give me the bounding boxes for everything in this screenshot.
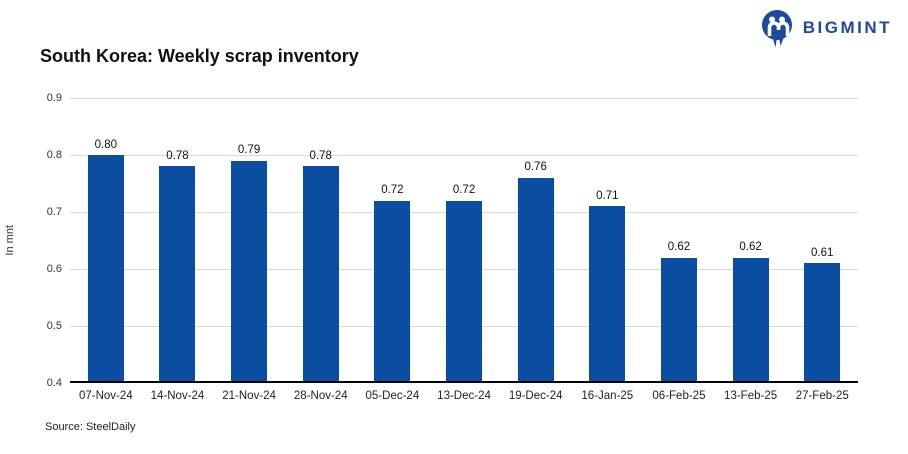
y-tick-label: 0.8 bbox=[46, 149, 62, 161]
y-axis-ticks: 0.9 0.8 0.7 0.6 0.5 0.4 bbox=[0, 92, 62, 389]
y-tick-label: 0.9 bbox=[46, 92, 62, 104]
bigmint-logo: BIGMINT bbox=[760, 8, 892, 48]
x-tick-label: 28-Nov-24 bbox=[293, 390, 348, 402]
x-axis-ticks: 07-Nov-24 14-Nov-24 21-Nov-24 28-Nov-24 05-D… bbox=[70, 390, 858, 402]
x-tick-label: 16-Jan-25 bbox=[581, 390, 634, 402]
bar bbox=[159, 166, 196, 383]
bar-value-label: 0.62 bbox=[667, 241, 691, 254]
bar-slot: 0.61 bbox=[786, 98, 858, 383]
bar bbox=[446, 200, 483, 383]
bar-slot: 0.62 bbox=[643, 98, 715, 383]
bigmint-logo-icon bbox=[761, 10, 792, 48]
bar bbox=[732, 257, 769, 383]
bar-slot: 0.71 bbox=[571, 98, 643, 383]
bar-value-label: 0.61 bbox=[811, 246, 834, 259]
bar-value-label: 0.72 bbox=[452, 184, 476, 197]
x-axis-line bbox=[70, 381, 858, 383]
bar-value-label: 0.62 bbox=[739, 241, 762, 254]
chart-title: South Korea: Weekly scrap inventory bbox=[40, 46, 359, 66]
bar-value-label: 0.80 bbox=[94, 138, 118, 151]
bar-slot: 0.78 bbox=[285, 98, 357, 383]
x-tick-label: 27-Feb-25 bbox=[795, 390, 849, 402]
x-tick-label: 05-Dec-24 bbox=[365, 390, 420, 402]
bar bbox=[87, 155, 124, 383]
bar-value-label: 0.72 bbox=[381, 184, 404, 197]
y-tick-label: 0.7 bbox=[46, 206, 62, 218]
bar bbox=[231, 160, 268, 383]
bar-value-label: 0.78 bbox=[166, 149, 189, 162]
bar bbox=[374, 200, 411, 383]
gridline bbox=[70, 98, 858, 99]
bar-slot: 0.76 bbox=[500, 98, 572, 383]
plot-area: 0.80 0.78 0.79 0.78 0.72 0.72 0.76 0.71 0.62 0.62… bbox=[70, 98, 858, 383]
y-tick-label: 0.4 bbox=[46, 377, 62, 389]
bar-slot: 0.78 bbox=[142, 98, 214, 383]
bigmint-logo-text: BIGMINT bbox=[802, 18, 892, 37]
x-tick-label: 21-Nov-24 bbox=[222, 390, 276, 402]
x-tick-label: 13-Feb-25 bbox=[724, 390, 778, 402]
x-tick-label: 06-Feb-25 bbox=[652, 390, 706, 402]
bar-value-label: 0.79 bbox=[237, 144, 261, 157]
bar-value-label: 0.78 bbox=[309, 149, 332, 162]
bar bbox=[589, 206, 626, 383]
gridline bbox=[70, 155, 858, 156]
bar-value-label: 0.71 bbox=[596, 189, 619, 202]
bar-value-label: 0.76 bbox=[524, 161, 547, 174]
y-tick-label: 0.6 bbox=[46, 263, 62, 275]
bar-slot: 0.80 bbox=[70, 98, 142, 383]
bar-slot: 0.72 bbox=[428, 98, 500, 383]
bar-series: 0.80 0.78 0.79 0.78 0.72 0.72 0.76 0.71 0.62 0.62… bbox=[70, 98, 858, 383]
bar bbox=[302, 166, 339, 383]
bar bbox=[660, 257, 697, 383]
x-tick-label: 14-Nov-24 bbox=[150, 390, 205, 402]
source-note: Source: SteelDaily bbox=[45, 421, 136, 433]
x-tick-label: 07-Nov-24 bbox=[78, 390, 133, 402]
bar bbox=[804, 263, 841, 383]
x-tick-label: 19-Dec-24 bbox=[508, 390, 563, 402]
bar-slot: 0.62 bbox=[715, 98, 787, 383]
bar bbox=[517, 177, 554, 383]
bar-slot: 0.72 bbox=[357, 98, 429, 383]
y-tick-label: 0.5 bbox=[46, 320, 62, 332]
bar-slot: 0.79 bbox=[213, 98, 285, 383]
x-tick-label: 13-Dec-24 bbox=[437, 390, 491, 402]
